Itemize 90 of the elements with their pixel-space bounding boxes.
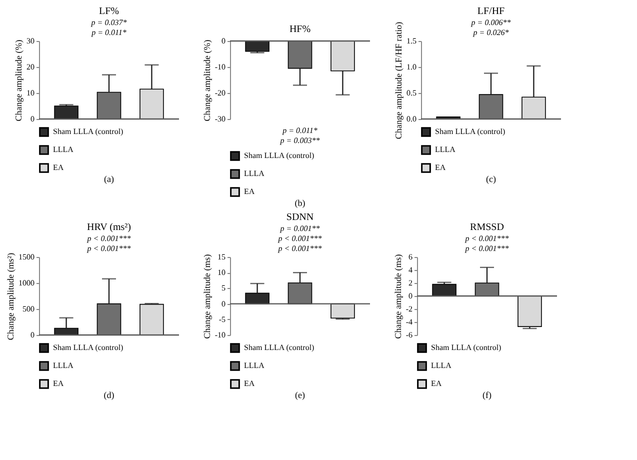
text: p < 0.001***	[277, 244, 322, 253]
legend-label: Sham LLLA (control)	[53, 127, 124, 136]
y-tick-label: 10	[26, 88, 34, 98]
y-tick-label: -4	[406, 318, 412, 326]
y-tick-label: -20	[214, 88, 226, 98]
text: p < 0.001***	[464, 244, 509, 253]
y-tick-label: -10	[214, 330, 226, 340]
y-tick-label: 0.0	[406, 114, 416, 124]
bar	[330, 303, 355, 319]
chart-title: LF%	[99, 6, 119, 17]
y-tick-label: -2	[406, 304, 412, 314]
text: p = 0.026*	[472, 28, 509, 37]
y-tick-label: 20	[26, 62, 34, 72]
legend-label: Sham LLLA (control)	[431, 343, 502, 352]
bar	[478, 94, 504, 120]
y-tick-label: 0	[30, 330, 34, 340]
legend-label: EA	[53, 163, 64, 172]
y-tick-label: 1.0	[406, 62, 416, 72]
legend-label: LLLA	[431, 361, 452, 370]
y-axis-title: Change amplitude (ms)	[392, 254, 403, 339]
text: p = 0.001**	[279, 224, 320, 233]
text: p < 0.001***	[277, 234, 322, 243]
y-tick-label: 10	[218, 268, 226, 278]
text: p = 0.003**	[279, 136, 320, 145]
y-tick-label: 0	[408, 292, 412, 300]
y-tick-label: 15	[218, 252, 226, 262]
chart-title: RMSSD	[470, 222, 504, 233]
y-axis-title: Change amplitude (%)	[202, 40, 212, 122]
legend-label: Sham LLLA (control)	[435, 127, 506, 136]
legend-label: EA	[244, 379, 255, 388]
text: p < 0.001***	[464, 234, 509, 243]
text: p = 0.006**	[470, 18, 511, 27]
text: p = 0.011*	[90, 28, 126, 37]
chart-title: SDNN	[286, 212, 314, 223]
text: (d)	[104, 390, 114, 400]
y-axis-title: Change amplitude (ms)	[202, 254, 212, 339]
text: (a)	[104, 174, 114, 184]
bar	[54, 106, 78, 120]
chart-title: HF%	[289, 24, 311, 35]
chart-title: HRV (ms²)	[87, 222, 131, 233]
legend-label: EA	[431, 379, 442, 388]
text: (b)	[294, 198, 306, 208]
y-tick-label: 0.5	[406, 88, 416, 98]
legend-label: LLLA	[53, 361, 74, 370]
y-tick-label: 30	[26, 36, 34, 46]
legend-label: LLLA	[244, 169, 265, 178]
text: (e)	[295, 390, 305, 400]
y-tick-label: 500	[22, 304, 34, 314]
y-tick-label: 0	[222, 299, 226, 308]
bar	[140, 304, 164, 336]
y-tick-label: 0	[30, 114, 34, 124]
legend-label: EA	[244, 187, 255, 196]
y-axis-title: Change amplitude (LF/HF ratio)	[394, 22, 404, 140]
y-tick-label: 4	[408, 266, 412, 274]
y-tick-label: -10	[214, 62, 226, 72]
y-tick-label: 1.5	[406, 36, 416, 46]
legend-label: LLLA	[244, 361, 265, 370]
y-tick-label: -6	[406, 330, 412, 340]
y-tick-label: -5	[218, 314, 226, 324]
legend-label: LLLA	[53, 145, 74, 154]
text: p < 0.001***	[86, 234, 131, 243]
y-tick-label: 2	[408, 278, 412, 288]
chart-title: LF/HF	[477, 6, 506, 17]
legend-label: EA	[435, 163, 446, 172]
legend-label: LLLA	[435, 145, 456, 154]
y-axis-title: Change amplitude (ms²)	[6, 252, 16, 340]
text: (c)	[486, 174, 496, 184]
text: p = 0.011*	[282, 126, 318, 135]
bar	[96, 303, 122, 336]
bar	[288, 282, 312, 304]
text: p = 0.037*	[90, 18, 127, 27]
y-tick-label: 1500	[18, 252, 34, 262]
legend-label: Sham LLLA (control)	[53, 343, 124, 352]
bar	[474, 282, 500, 296]
bar	[96, 92, 122, 120]
bar	[522, 96, 546, 120]
y-tick-label: 0	[222, 36, 226, 46]
bar	[140, 88, 164, 120]
y-tick-label: 1000	[18, 278, 34, 288]
y-tick-label: -30	[214, 114, 226, 124]
text: (f)	[482, 390, 492, 400]
y-axis-title: Change amplitude (%)	[14, 40, 24, 122]
legend-label: Sham LLLA (control)	[244, 151, 315, 160]
y-tick-label: 5	[222, 284, 226, 293]
text: p < 0.001***	[86, 244, 131, 253]
legend-label: Sham LLLA (control)	[244, 343, 315, 352]
bar	[518, 296, 542, 327]
y-tick-label: 6	[408, 252, 412, 262]
legend-label: EA	[53, 379, 64, 388]
bar	[432, 284, 456, 296]
